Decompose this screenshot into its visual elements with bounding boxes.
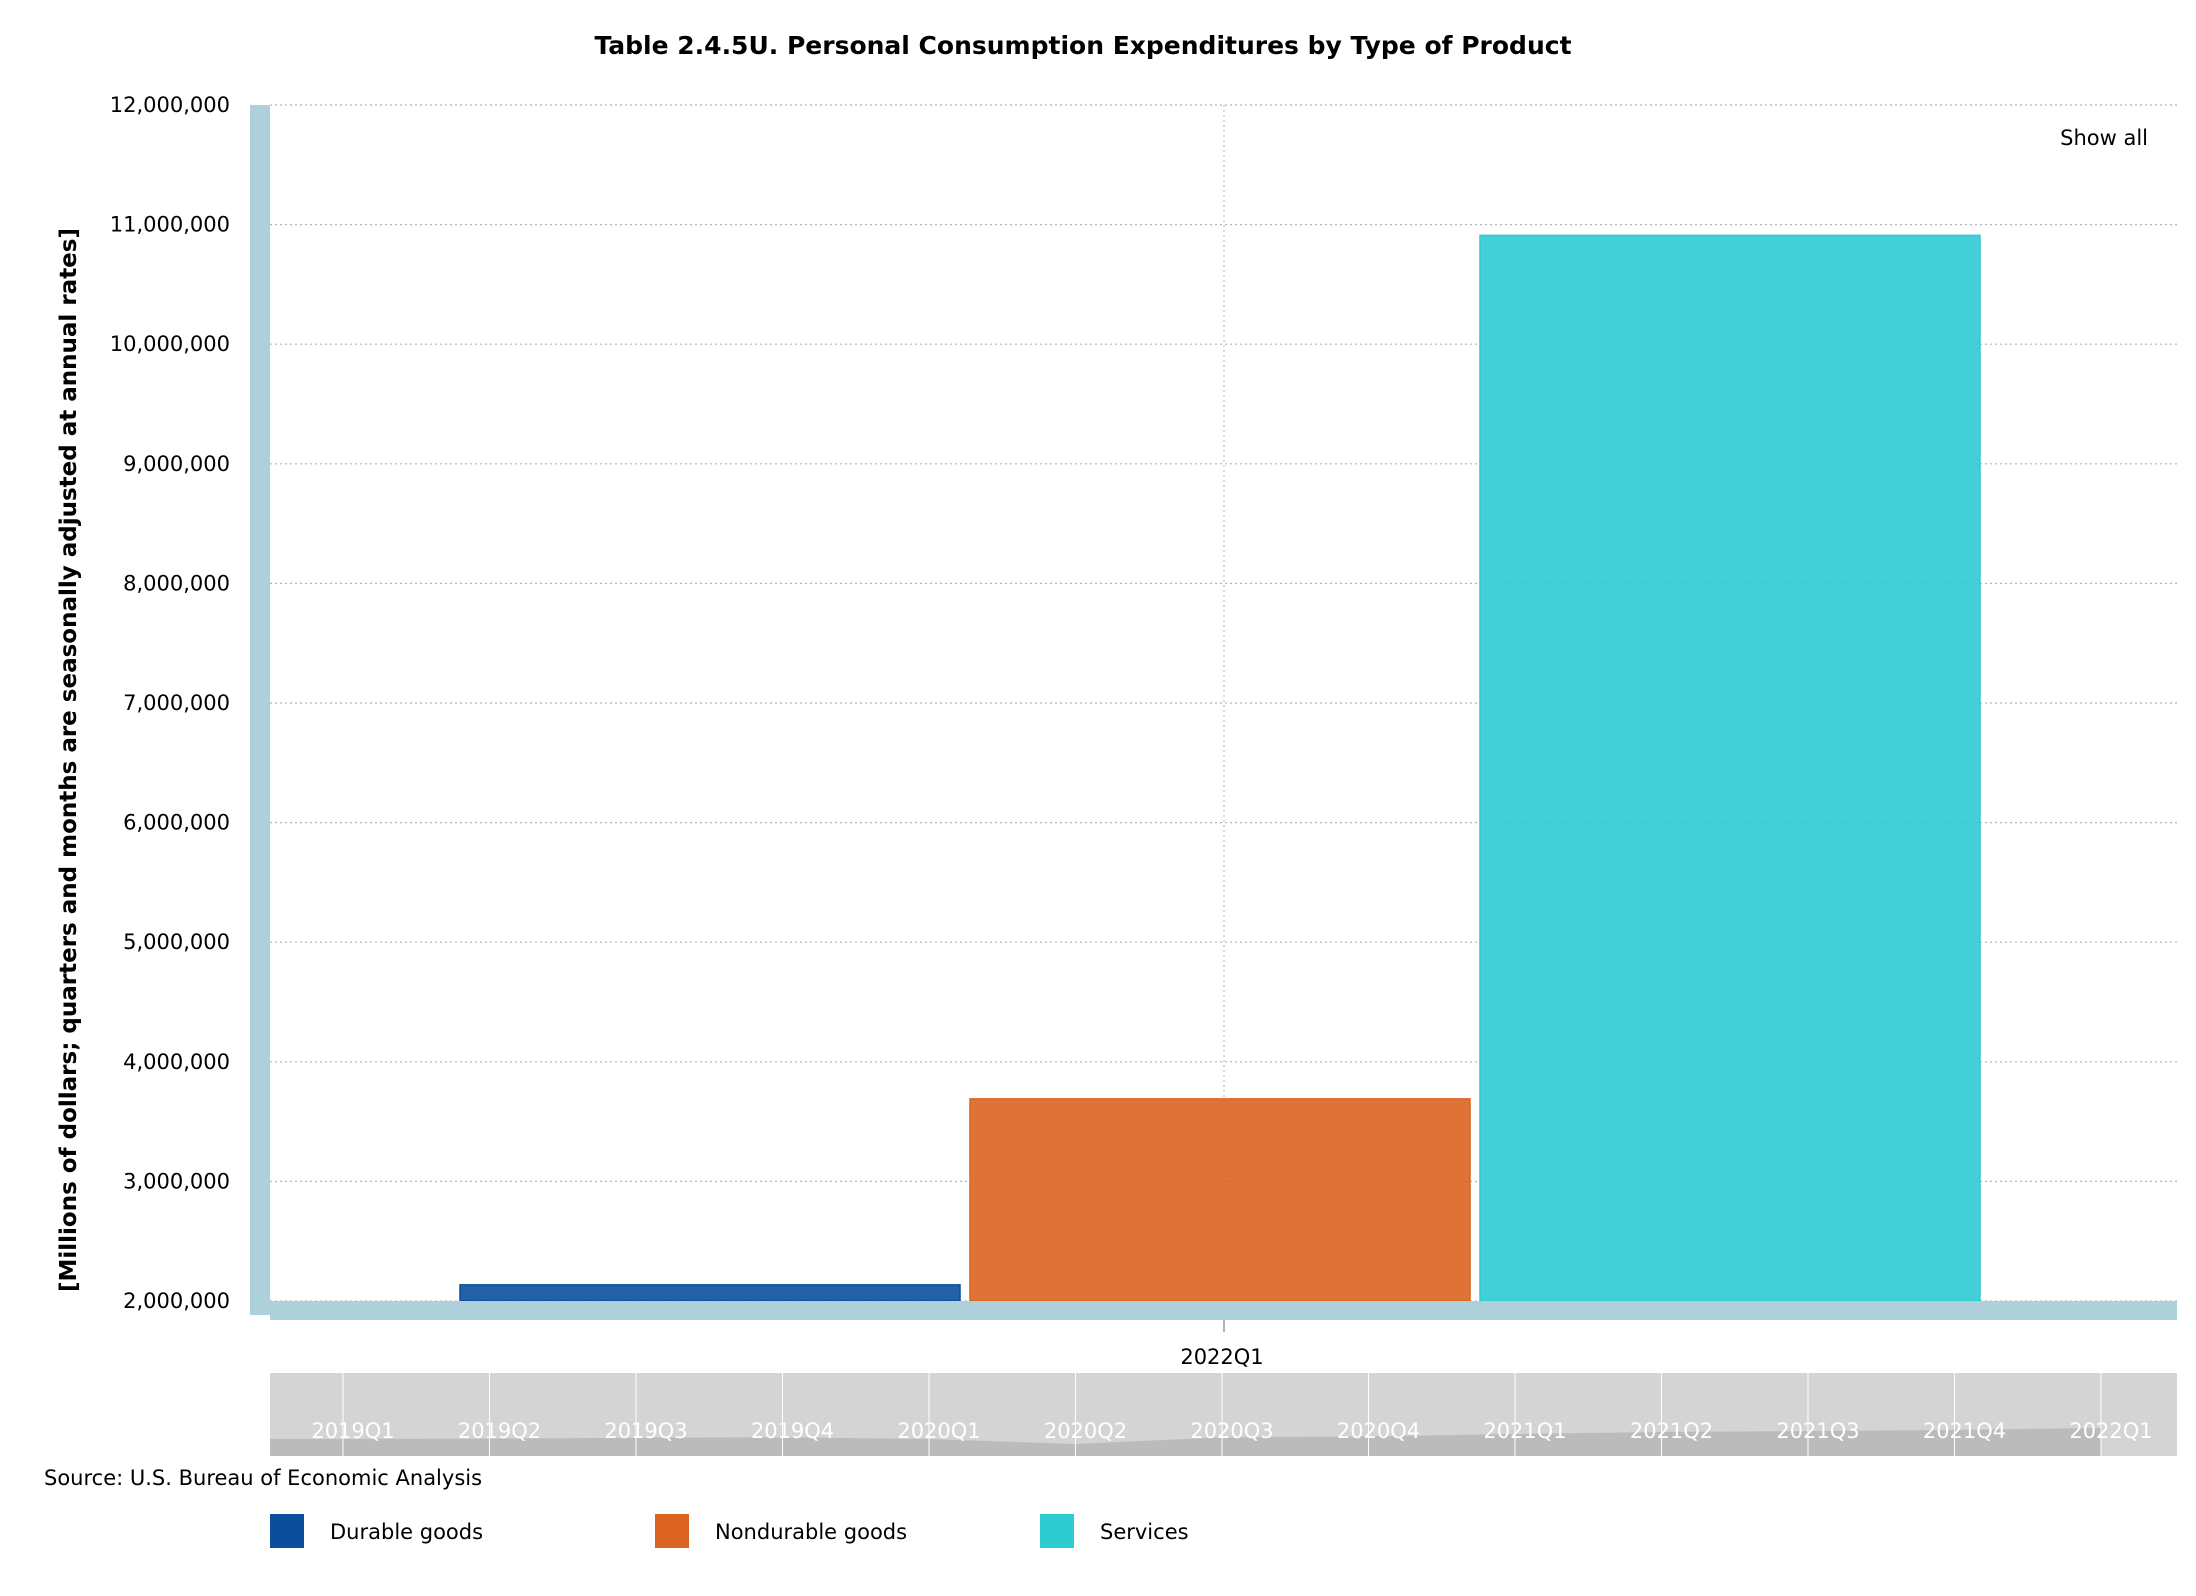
navigator-label: 2021Q4: [1923, 1419, 2006, 1443]
navigator-label: 2022Q1: [2069, 1419, 2152, 1443]
y-tick-label: 2,000,000: [123, 1289, 230, 1313]
y-tick-label: 11,000,000: [110, 213, 230, 237]
y-tick-label: 6,000,000: [123, 811, 230, 835]
navigator-area: [270, 1427, 2101, 1456]
legend-label[interactable]: Nondurable goods: [715, 1520, 907, 1544]
y-tick-label: 12,000,000: [110, 93, 230, 117]
source-note: Source: U.S. Bureau of Economic Analysis: [44, 1466, 482, 1490]
legend-swatch[interactable]: [1040, 1514, 1074, 1548]
navigator-label: 2020Q4: [1337, 1419, 1420, 1443]
y-tick-label: 3,000,000: [123, 1169, 230, 1193]
y-tick-label: 8,000,000: [123, 571, 230, 595]
y-tick-label: 10,000,000: [110, 332, 230, 356]
y-axis-label: [Millions of dollars; quarters and month…: [56, 228, 82, 1292]
show-all-button[interactable]: Show all: [2060, 126, 2148, 150]
y-tick-label: 4,000,000: [123, 1050, 230, 1074]
legend-label[interactable]: Durable goods: [330, 1520, 483, 1544]
navigator-label: 2021Q2: [1630, 1419, 1713, 1443]
navigator-label: 2019Q3: [604, 1419, 687, 1443]
bar-nondurable-goods[interactable]: [969, 1098, 1471, 1302]
bar-services[interactable]: [1479, 234, 1981, 1302]
x-axis-scrollbar[interactable]: [270, 1301, 2177, 1320]
x-axis-categories: 2022Q1: [1180, 1345, 1263, 1369]
y-tick-label: 9,000,000: [123, 452, 230, 476]
category-label: 2022Q1: [1180, 1345, 1263, 1369]
range-navigator[interactable]: 2019Q1 2019Q2 2019Q3 2019Q4 2020Q1 2020Q2 2020…: [270, 1373, 2177, 1456]
legend-swatch[interactable]: [270, 1514, 304, 1548]
y-axis-scrollbar[interactable]: [250, 105, 270, 1315]
navigator-label: 2019Q1: [311, 1419, 394, 1443]
navigator-label: 2020Q1: [897, 1419, 980, 1443]
y-axis-ticks: 2,000,000 3,000,000 4,000,000 5,000,000 6,00…: [110, 93, 230, 1313]
y-tick-label: 7,000,000: [123, 691, 230, 715]
navigator-label: 2021Q1: [1483, 1419, 1566, 1443]
navigator-label: 2021Q3: [1776, 1419, 1859, 1443]
navigator-label: 2020Q3: [1190, 1419, 1273, 1443]
legend-swatch[interactable]: [655, 1514, 689, 1548]
chart-title: Table 2.4.5U. Personal Consumption Expen…: [594, 31, 1571, 60]
navigator-label: 2019Q2: [458, 1419, 541, 1443]
y-tick-label: 5,000,000: [123, 930, 230, 954]
legend-label[interactable]: Services: [1100, 1520, 1189, 1544]
bars: [459, 234, 1981, 1302]
navigator-label: 2020Q2: [1044, 1419, 1127, 1443]
navigator-label: 2019Q4: [751, 1419, 834, 1443]
legend: Durable goods Nondurable goods Services: [270, 1514, 1189, 1548]
bar-durable-goods[interactable]: [459, 1284, 961, 1302]
